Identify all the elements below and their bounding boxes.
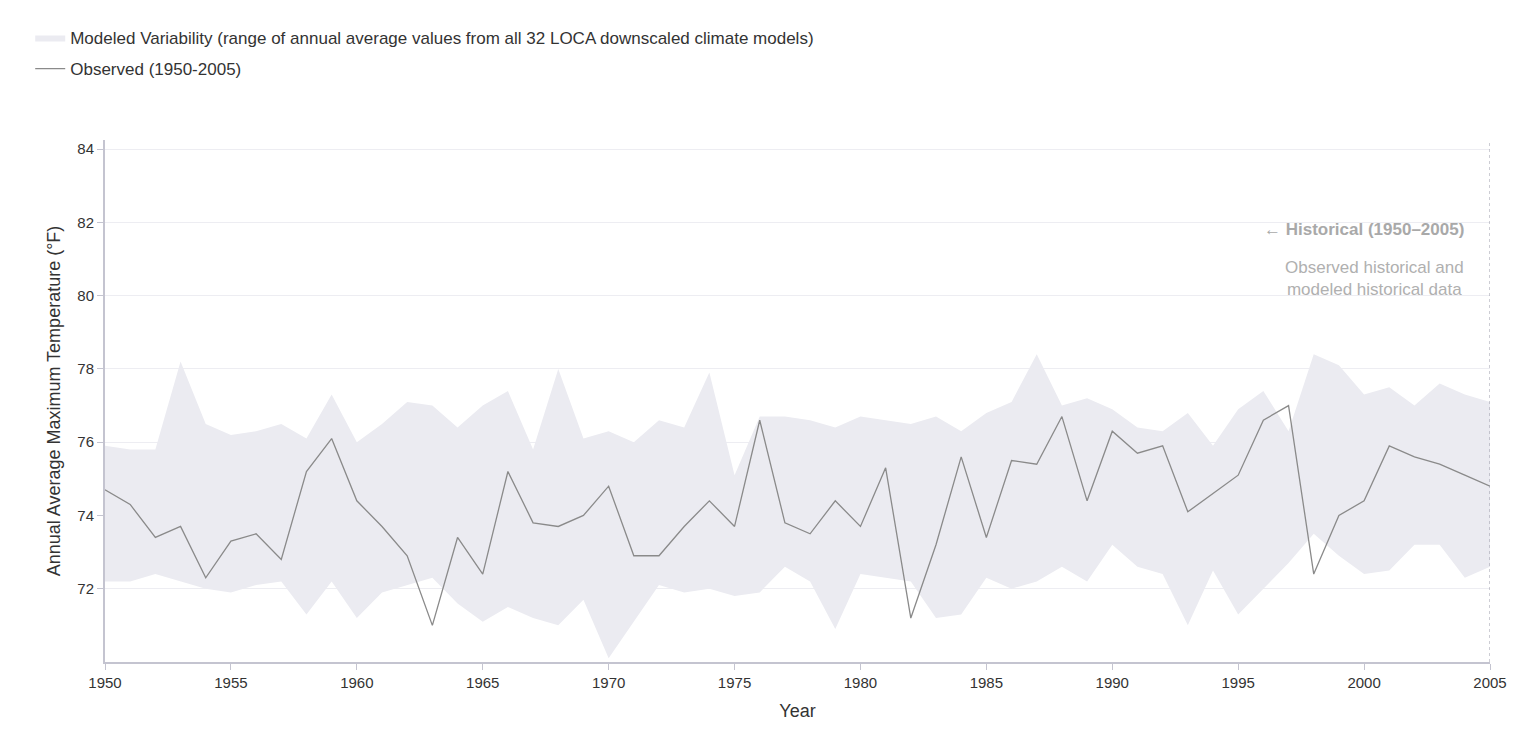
svg-text:74: 74 bbox=[77, 507, 94, 524]
svg-text:Observed historical andmodeled: Observed historical andmodeled historica… bbox=[1285, 258, 1464, 299]
svg-text:72: 72 bbox=[77, 580, 94, 597]
svg-text:80: 80 bbox=[77, 287, 94, 304]
svg-text:82: 82 bbox=[77, 214, 94, 231]
svg-text:2005: 2005 bbox=[1473, 674, 1506, 691]
svg-text:1955: 1955 bbox=[214, 674, 247, 691]
svg-text:1970: 1970 bbox=[592, 674, 625, 691]
svg-text:1960: 1960 bbox=[340, 674, 373, 691]
svg-text:76: 76 bbox=[77, 433, 94, 450]
svg-text:1990: 1990 bbox=[1096, 674, 1129, 691]
svg-text:1980: 1980 bbox=[844, 674, 877, 691]
svg-text:84: 84 bbox=[77, 140, 94, 157]
svg-text:1965: 1965 bbox=[466, 674, 499, 691]
svg-text:1975: 1975 bbox=[718, 674, 751, 691]
svg-text:← Historical (1950–2005): ← Historical (1950–2005) bbox=[1264, 220, 1464, 239]
svg-text:Annual Average Maximum Tempera: Annual Average Maximum Temperature (°F) bbox=[44, 226, 64, 577]
svg-text:Observed (1950-2005): Observed (1950-2005) bbox=[70, 60, 241, 79]
svg-text:78: 78 bbox=[77, 360, 94, 377]
svg-text:Year: Year bbox=[779, 701, 815, 721]
svg-text:1985: 1985 bbox=[970, 674, 1003, 691]
svg-text:1950: 1950 bbox=[88, 674, 121, 691]
svg-text:1995: 1995 bbox=[1221, 674, 1254, 691]
svg-text:2000: 2000 bbox=[1347, 674, 1380, 691]
svg-text:Modeled Variability (range of: Modeled Variability (range of annual ave… bbox=[70, 29, 813, 48]
